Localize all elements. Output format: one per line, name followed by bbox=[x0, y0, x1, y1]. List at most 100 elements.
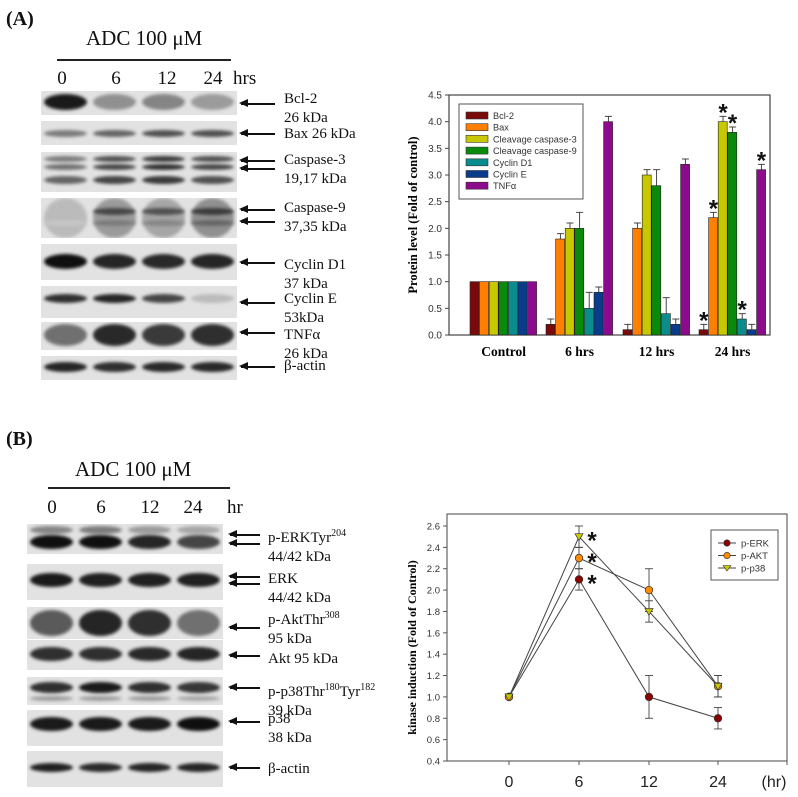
legend-marker bbox=[722, 565, 732, 572]
blot-band bbox=[142, 220, 185, 226]
blot-band bbox=[79, 610, 122, 636]
protein-name: p-ERKTyr bbox=[268, 530, 332, 546]
panel-b-line-chart: 0.4 0.6 0.8 1.0 1.2 1.4 1.6 1.8 2.0 2.2 2.4 2.6 0 6 12… bbox=[405, 513, 788, 791]
arrow-icon bbox=[228, 573, 260, 579]
protein-name: Caspase-3 bbox=[284, 152, 346, 168]
bar-cleavage-caspase-9 bbox=[651, 185, 662, 336]
y-tick-label: 2.0 bbox=[427, 586, 440, 597]
blot-band bbox=[93, 198, 136, 238]
bar-cleavage-caspase-3 bbox=[564, 228, 575, 336]
blot-label-beta-actin: β-actin bbox=[268, 760, 310, 779]
blot-band bbox=[93, 94, 136, 110]
molecular-weight: 26 kDa bbox=[284, 110, 328, 126]
blot-label-line1: β-actin bbox=[268, 760, 310, 779]
significance-asterisk: * bbox=[757, 147, 767, 174]
marker-p-p38 bbox=[574, 533, 584, 542]
bar-cyclin-e bbox=[593, 292, 604, 336]
x-tick-label: 12 bbox=[640, 774, 658, 791]
blot-band bbox=[177, 696, 220, 701]
blot-akt bbox=[27, 640, 223, 670]
panel-b-treatment: ADC 100 μM bbox=[75, 457, 192, 481]
blot-label-line1: Bax 26 kDa bbox=[284, 125, 356, 144]
blot-label-tnfa: TNFα 26 kDa bbox=[284, 326, 328, 364]
protein-name: Cyclin D1 bbox=[284, 257, 347, 273]
y-tick-label: 4.5 bbox=[428, 91, 442, 102]
blot-band bbox=[191, 294, 234, 303]
y-tick-label: 0.5 bbox=[428, 304, 442, 315]
blot-band bbox=[128, 717, 171, 731]
blot-band bbox=[93, 294, 136, 303]
lane-unit-label: hrs bbox=[233, 68, 257, 89]
blot-band bbox=[44, 198, 87, 238]
x-axis-label: (hr) bbox=[762, 774, 787, 791]
y-axis-label: Protein level (Fold of control) bbox=[406, 136, 420, 293]
blot-band bbox=[79, 682, 122, 693]
blot-band bbox=[30, 763, 73, 772]
blot-band bbox=[191, 254, 234, 269]
blot-p-p38 bbox=[27, 677, 223, 705]
y-tick-label: 1.0 bbox=[428, 277, 442, 288]
blot-band bbox=[44, 362, 87, 372]
y-tick-label: 1.5 bbox=[428, 251, 442, 262]
residue-superscript: 204 bbox=[331, 528, 347, 539]
blot-beta-actin bbox=[41, 356, 237, 380]
blot-band bbox=[142, 294, 185, 303]
bar-cyclin-e bbox=[670, 324, 681, 336]
blot-label-line1: p38 bbox=[268, 710, 312, 729]
blot-band bbox=[142, 156, 185, 162]
blot-band bbox=[177, 647, 220, 661]
protein-name: Bax 26 kDa bbox=[284, 126, 356, 142]
legend-label: Cleavage caspase-9 bbox=[493, 146, 577, 156]
bar-bcl-2 bbox=[469, 281, 480, 336]
blot-label-erk: ERK 44/42 kDa bbox=[268, 570, 331, 608]
y-tick-label: 1.6 bbox=[427, 628, 440, 639]
molecular-weight: 44/42 kDa bbox=[268, 549, 331, 565]
arrow-icon bbox=[239, 259, 275, 265]
significance-asterisk: * bbox=[587, 549, 597, 576]
molecular-weight: 19,17 kDa bbox=[284, 171, 347, 187]
molecular-weight: 39 kDa bbox=[268, 703, 312, 719]
blot-label-line1: p-AktThr308 bbox=[268, 606, 340, 630]
blot-band bbox=[93, 220, 136, 226]
blot-band bbox=[191, 156, 234, 162]
y-axis-label: kinase induction (Fold of Control) bbox=[405, 560, 419, 734]
legend-swatch bbox=[465, 158, 489, 167]
x-category-label: Control bbox=[481, 344, 526, 359]
blot-band bbox=[30, 647, 73, 661]
blot-label-line1: Caspase-9 bbox=[284, 199, 347, 218]
legend-swatch bbox=[465, 135, 489, 143]
y-tick-label: 2.0 bbox=[428, 224, 442, 235]
blot-bcl2 bbox=[41, 91, 237, 115]
bar-cyclin-d1 bbox=[661, 313, 671, 336]
blot-band bbox=[93, 324, 136, 346]
series-line-p-erk bbox=[508, 578, 719, 719]
blot-band bbox=[142, 94, 185, 110]
blot-band bbox=[44, 164, 87, 170]
x-category-label: 6 hrs bbox=[565, 344, 594, 359]
significance-asterisk: * bbox=[718, 99, 728, 126]
molecular-weight: 37,35 kDa bbox=[284, 219, 347, 235]
arrow-icon bbox=[239, 100, 275, 106]
protein-name: ERK bbox=[268, 571, 298, 587]
legend-swatch bbox=[465, 170, 489, 178]
significance-asterisk: * bbox=[587, 570, 597, 597]
blot-caspase9 bbox=[41, 198, 237, 238]
legend-label: p-AKT bbox=[741, 551, 768, 562]
legend-label: Cyclin E bbox=[493, 170, 527, 180]
y-tick-label: 4.0 bbox=[428, 117, 442, 128]
residue-superscript: 180 bbox=[324, 682, 340, 693]
blot-band bbox=[177, 717, 220, 731]
molecular-weight: 95 kDa bbox=[268, 631, 312, 647]
legend-label: Bax bbox=[493, 123, 509, 133]
y-tick-label: 1.4 bbox=[427, 650, 440, 661]
marker-p-p38 bbox=[644, 608, 654, 617]
y-tick-label: 3.0 bbox=[428, 171, 442, 182]
blot-label-line1: TNFα bbox=[284, 326, 328, 345]
arrow-icon bbox=[228, 624, 260, 630]
panel-a-treatment: ADC 100 μM bbox=[86, 26, 203, 50]
bar-cleavage-caspase-9 bbox=[498, 281, 509, 336]
lane-label-24: 24 bbox=[183, 497, 203, 518]
blot-p38 bbox=[27, 710, 223, 746]
lane-label-6: 6 bbox=[96, 497, 106, 518]
x-tick-label: 24 bbox=[709, 774, 727, 791]
